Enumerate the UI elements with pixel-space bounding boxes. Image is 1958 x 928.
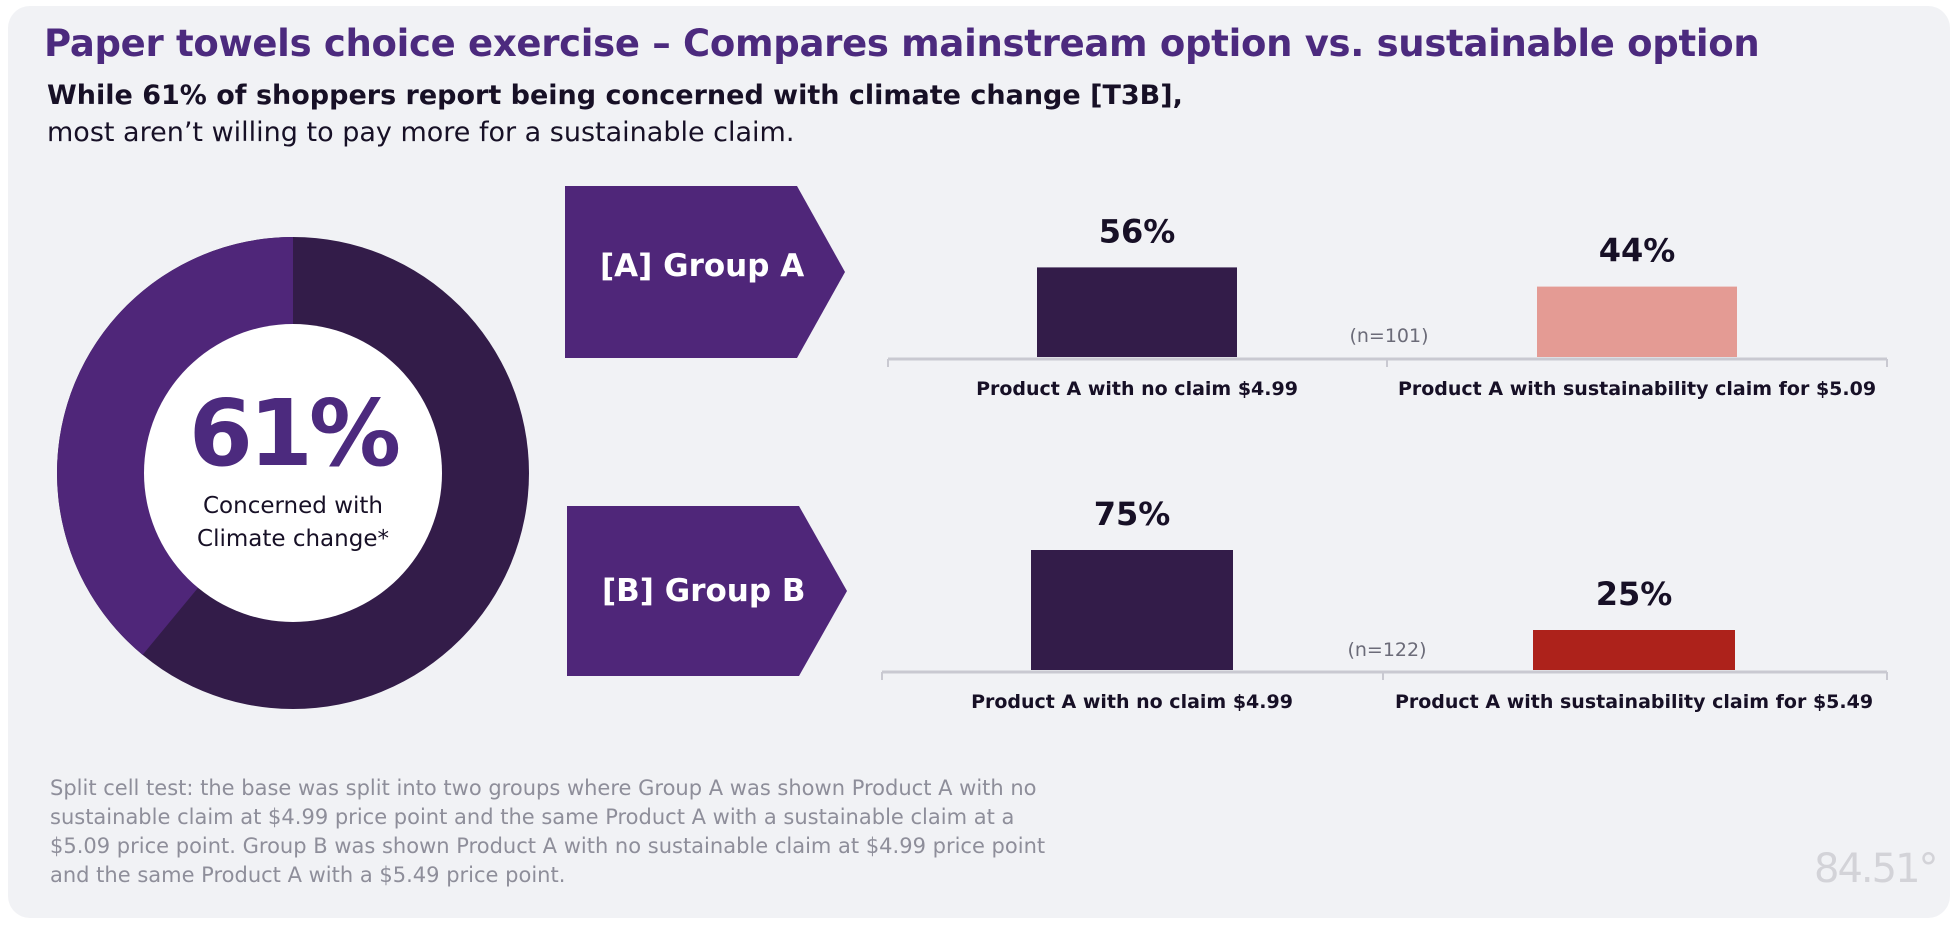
donut-chart: [57, 237, 529, 709]
subtitle-bold: While 61% of shoppers report being conce…: [47, 80, 1183, 111]
donut-caption: Concerned with Climate change*: [140, 490, 446, 556]
group-a-bar-no-claim: [1037, 267, 1237, 357]
group-a-sample-size: (n=101): [1349, 325, 1428, 347]
footnote: Split cell test: the base was split into…: [50, 776, 1046, 887]
group-b-tag: [567, 506, 847, 676]
group-b-category-sustainability-claim: Product A with sustainability claim for …: [1395, 691, 1873, 713]
group-b-sample-size: (n=122): [1347, 639, 1426, 661]
group-a-value-sustainability-claim: 44%: [1599, 232, 1676, 270]
subtitle-regular: most aren’t willing to pay more for a su…: [47, 117, 795, 148]
group-a-tag: [565, 186, 845, 358]
group-a-category-no-claim: Product A with no claim $4.99: [976, 378, 1298, 400]
group-a-value-no-claim: 56%: [1099, 212, 1176, 250]
donut-value-label: 61%: [188, 380, 401, 487]
group-b-label: [B] Group B: [602, 573, 806, 609]
donut-hole: [144, 324, 442, 622]
brand-logo: 84.51°: [1814, 846, 1939, 892]
group-a-category-sustainability-claim: Product A with sustainability claim for …: [1398, 378, 1876, 400]
group-b-bar-no-claim: [1031, 550, 1233, 670]
slide-title: Paper towels choice exercise – Compares …: [44, 22, 1760, 65]
group-a-bar-sustainability-claim: [1537, 286, 1737, 357]
group-b-category-no-claim: Product A with no claim $4.99: [971, 691, 1293, 713]
group-b-bar-sustainability-claim: [1533, 630, 1735, 670]
group-a-label: [A] Group A: [600, 248, 805, 284]
donut-caption-line2: Climate change*: [197, 526, 389, 552]
group-b-value-sustainability-claim: 25%: [1596, 575, 1673, 613]
donut-caption-line1: Concerned with: [203, 493, 383, 519]
group-b-value-no-claim: 75%: [1094, 495, 1171, 533]
